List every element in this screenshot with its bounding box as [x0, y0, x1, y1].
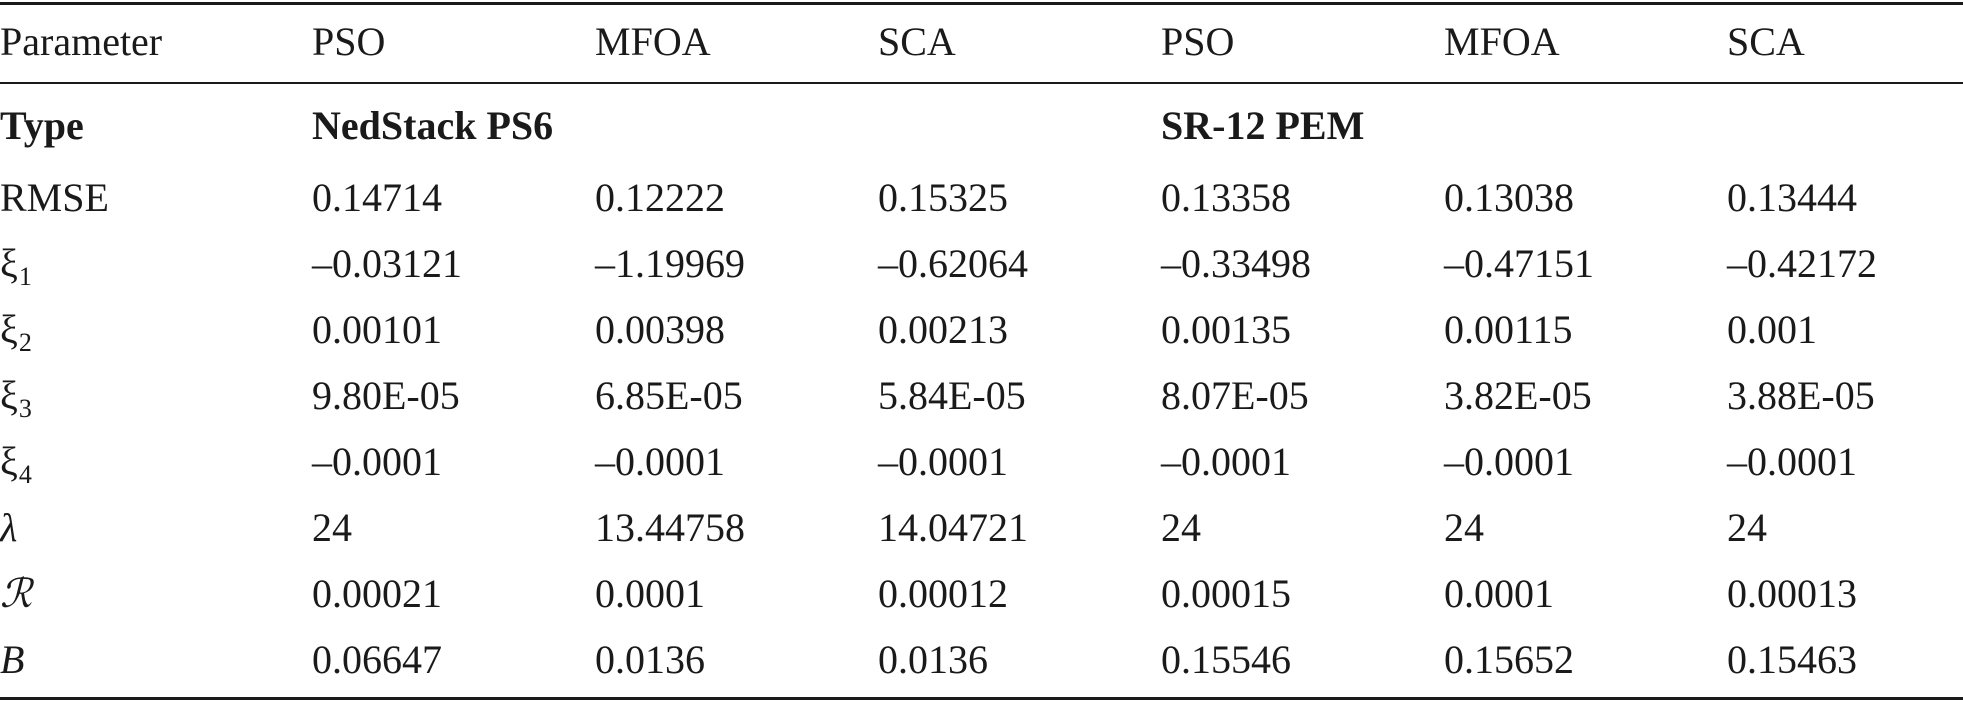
value-cell: 0.00013 [1727, 571, 1857, 616]
table-bottom-rule [0, 697, 1963, 700]
value-cell: 0.12222 [595, 175, 725, 220]
header-cell-parameter: Parameter [0, 19, 163, 64]
value-cell: 24 [1161, 505, 1201, 550]
value-cell: –0.0001 [1161, 439, 1291, 484]
value-cell: 0.00012 [878, 571, 1008, 616]
param-symbol: ℛ [0, 571, 32, 616]
value-cell: 24 [1444, 505, 1484, 550]
value-cell: 0.0136 [878, 637, 988, 682]
table-body: Type NedStack PS6 SR-12 PEM RMSE 0.14714 0… [0, 84, 1963, 693]
table-row: ξ3 9.80E-05 6.85E-05 5.84E-05 8.07E-05 3.82E-… [0, 363, 1963, 429]
param-name-cell: ℛ [0, 561, 312, 627]
header-row: Parameter PSO MFOA SCA PSO MFOA SCA [0, 0, 1963, 84]
table-row: ℛ 0.00021 0.0001 0.00012 0.00015 0.0001 0.0001… [0, 561, 1963, 627]
value-cell: 0.13444 [1727, 175, 1857, 220]
value-cell: 6.85E-05 [595, 373, 743, 418]
value-cell: 0.00398 [595, 307, 725, 352]
param-symbol: B [0, 637, 25, 682]
header-cell-pso-2: PSO [1161, 19, 1235, 64]
value-cell: 0.14714 [312, 175, 442, 220]
param-name-cell: λ [0, 495, 312, 561]
param-symbol: ξ [0, 241, 18, 286]
table-header: Parameter PSO MFOA SCA PSO MFOA SCA [0, 0, 1963, 84]
value-cell: 0.00021 [312, 571, 442, 616]
param-name-cell: ξ2 [0, 297, 312, 363]
param-symbol: λ [0, 505, 18, 550]
param-subscript: 4 [18, 460, 32, 489]
table-row: λ 24 13.44758 14.04721 24 24 24 [0, 495, 1963, 561]
param-symbol: ξ [0, 373, 18, 418]
param-symbol: ξ [0, 307, 18, 352]
param-name-cell: ξ1 [0, 231, 312, 297]
value-cell: 0.15546 [1161, 637, 1291, 682]
header-cell-sca-2: SCA [1727, 19, 1805, 64]
value-cell: –0.47151 [1444, 241, 1594, 286]
param-subscript: 2 [18, 328, 32, 357]
type-row: Type NedStack PS6 SR-12 PEM [0, 84, 1963, 165]
value-cell: –0.03121 [312, 241, 462, 286]
value-cell: 0.0136 [595, 637, 705, 682]
param-symbol: ξ [0, 439, 18, 484]
value-cell: 0.00115 [1444, 307, 1573, 352]
value-cell: 13.44758 [595, 505, 745, 550]
param-name-cell: ξ3 [0, 363, 312, 429]
value-cell: –0.0001 [1444, 439, 1574, 484]
value-cell: –0.42172 [1727, 241, 1877, 286]
value-cell: 24 [1727, 505, 1767, 550]
value-cell: –0.0001 [878, 439, 1008, 484]
table-row: ξ2 0.00101 0.00398 0.00213 0.00135 0.00115 0.0… [0, 297, 1963, 363]
header-cell-sca-1: SCA [878, 19, 956, 64]
value-cell: 8.07E-05 [1161, 373, 1309, 418]
param-subscript: 3 [18, 394, 32, 423]
value-cell: 3.82E-05 [1444, 373, 1592, 418]
value-cell: 0.0001 [1444, 571, 1554, 616]
param-name-cell: ξ4 [0, 429, 312, 495]
value-cell: 5.84E-05 [878, 373, 1026, 418]
value-cell: 0.00135 [1161, 307, 1291, 352]
header-cell-pso-1: PSO [312, 19, 386, 64]
param-name-cell: B [0, 627, 312, 693]
value-cell: 0.00101 [312, 307, 442, 352]
value-cell: –0.0001 [1727, 439, 1857, 484]
value-cell: 0.15652 [1444, 637, 1574, 682]
value-cell: –1.19969 [595, 241, 745, 286]
header-cell-mfoa-1: MFOA [595, 19, 711, 64]
value-cell: –0.62064 [878, 241, 1028, 286]
table-top-rule [0, 2, 1963, 5]
value-cell: 24 [312, 505, 352, 550]
table-row: ξ4 –0.0001 –0.0001 –0.0001 –0.0001 –0.0001 –0.… [0, 429, 1963, 495]
value-cell: 0.06647 [312, 637, 442, 682]
value-cell: –0.0001 [595, 439, 725, 484]
param-name-cell: RMSE [0, 165, 312, 231]
header-cell-mfoa-2: MFOA [1444, 19, 1560, 64]
table-row: RMSE 0.14714 0.12222 0.15325 0.13358 0.13038 0… [0, 165, 1963, 231]
value-cell: 14.04721 [878, 505, 1028, 550]
param-symbol: RMSE [0, 175, 109, 220]
value-cell: 0.0001 [595, 571, 705, 616]
param-subscript: 1 [18, 262, 32, 291]
table-row: ξ1 –0.03121 –1.19969 –0.62064 –0.33498 –0.471… [0, 231, 1963, 297]
value-cell: 0.00213 [878, 307, 1008, 352]
value-cell: –0.0001 [312, 439, 442, 484]
value-cell: 3.88E-05 [1727, 373, 1875, 418]
value-cell: 0.13358 [1161, 175, 1291, 220]
value-cell: 0.13038 [1444, 175, 1574, 220]
table-row: B 0.06647 0.0136 0.0136 0.15546 0.15652 0.1546… [0, 627, 1963, 693]
value-cell: 0.15325 [878, 175, 1008, 220]
value-cell: –0.33498 [1161, 241, 1311, 286]
value-cell: 0.15463 [1727, 637, 1857, 682]
table-header-rule [0, 82, 1963, 84]
group-sr12-label: SR-12 PEM [1161, 102, 1365, 148]
value-cell: 0.00015 [1161, 571, 1291, 616]
value-cell: 9.80E-05 [312, 373, 460, 418]
value-cell: 0.001 [1727, 307, 1817, 352]
type-label: Type [0, 102, 84, 148]
group-nedstack-label: NedStack PS6 [312, 102, 554, 148]
